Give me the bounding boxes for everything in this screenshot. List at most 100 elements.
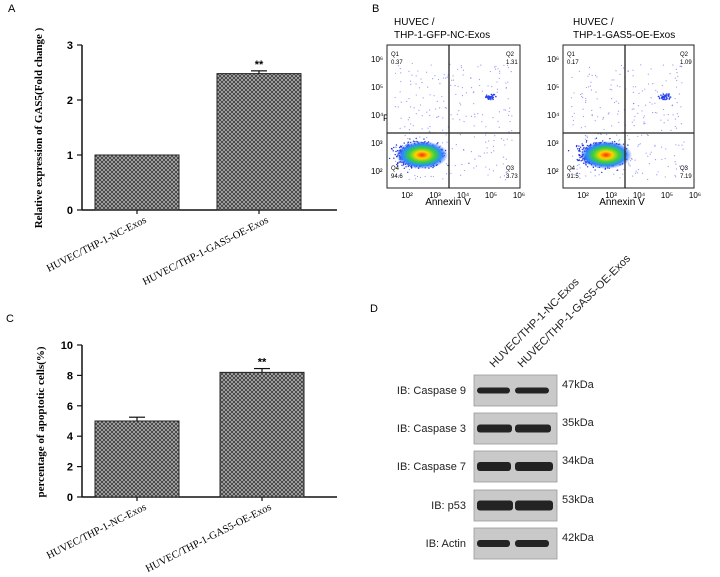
flow-event-dot (579, 167, 581, 169)
flow-event-dot (437, 142, 439, 144)
flow-event-dot (591, 114, 593, 117)
quadrant-name: Q2 (506, 52, 515, 58)
flow-event-dot (478, 155, 480, 157)
flow-event-dot (587, 86, 590, 88)
flow-event-dot (394, 153, 396, 156)
flow-event-dot (668, 98, 671, 100)
flow-event-dot (641, 172, 644, 174)
flow-event-dot (507, 98, 509, 100)
flow-event-dot (506, 138, 508, 140)
flow-event-dot (493, 66, 496, 68)
flow-event-dot (427, 86, 429, 88)
flow-event-dot (675, 168, 678, 170)
flow-event-dot (684, 166, 687, 168)
flow-event-dot (644, 122, 646, 125)
flow-event-dot (414, 178, 417, 180)
flow-event-dot (683, 141, 685, 143)
flow-event-dot (463, 121, 465, 123)
flow-event-dot (618, 102, 620, 104)
panel-letter-a: A (8, 3, 16, 15)
flow-event-dot (400, 80, 402, 83)
flow-event-dot (665, 80, 667, 82)
flow-event-dot (631, 108, 633, 110)
y-tick-label: 1 (67, 150, 73, 162)
flow-event-dot (459, 174, 462, 176)
flow-event-dot (675, 68, 677, 71)
flow-event-dot (595, 137, 598, 139)
flow-event-dot (484, 96, 487, 99)
flow-event-dot (412, 125, 414, 127)
quadrant-name: Q1 (391, 52, 400, 58)
flow-event-dot (680, 123, 683, 125)
flow-event-dot (665, 148, 667, 150)
flow-event-dot (676, 79, 678, 82)
blot-antibody-label: IB: Actin (426, 538, 466, 550)
flow-event-dot (597, 116, 599, 118)
flow-event-dot (416, 175, 419, 178)
quadrant-name: Q3 (680, 166, 689, 172)
flow-event-dot (664, 98, 666, 101)
flow-event-dot (510, 71, 512, 73)
flow-event-dot (437, 78, 440, 81)
flow-event-dot (609, 137, 611, 140)
bar (94, 420, 180, 498)
blot-molecular-weight: 47kDa (562, 379, 595, 391)
flow-event-dot (678, 93, 680, 95)
significance-marker: ** (258, 357, 267, 369)
flow-event-dot (505, 158, 507, 160)
blot-molecular-weight: 35kDa (562, 417, 595, 429)
flow-event-dot (645, 152, 647, 154)
flow-event-dot (485, 94, 488, 96)
flow-event-dot (578, 150, 581, 152)
flow-event-dot (393, 157, 395, 159)
flow-event-dot (680, 65, 682, 67)
flow-event-dot (421, 81, 423, 84)
flow-event-dot (661, 98, 664, 100)
flow-event-dot (606, 134, 608, 136)
blot-band (477, 424, 512, 433)
flow-event-dot (411, 74, 413, 76)
flow-event-dot (442, 178, 444, 180)
flow-event-dot (487, 174, 489, 176)
flow-event-dot (506, 64, 509, 67)
flow-event-dot (578, 164, 580, 166)
flow-event-dot (415, 75, 417, 77)
flow-event-dot (485, 134, 487, 136)
flow-event-dot (677, 75, 679, 78)
flow-event-dot (676, 113, 678, 115)
flow-event-dot (577, 150, 580, 152)
blot-band (515, 424, 551, 433)
flow-event-dot (487, 85, 489, 87)
flow-event-dot (397, 106, 399, 108)
flow-event-dot (638, 92, 640, 95)
x-tick-label: HUVEC/THP-1-NC-Exos (45, 502, 148, 562)
quadrant-percent: 1.31 (506, 60, 518, 66)
flow-event-dot (667, 165, 669, 168)
flow-event-dot (622, 173, 624, 175)
flow-event-dot (394, 96, 396, 99)
quadrant-name: Q4 (567, 166, 576, 172)
blot-lane-label-2: HUVEC/THP-1-GAS5-OE-Exos (516, 252, 634, 370)
blot-band (515, 540, 549, 547)
flow-event-dot (393, 146, 395, 149)
flow-event-dot (576, 158, 578, 161)
flow-event-dot (423, 138, 425, 140)
flow-event-dot (442, 129, 444, 131)
flow-event-dot (619, 73, 621, 76)
flow-event-dot (408, 70, 410, 72)
flow-event-dot (493, 150, 495, 152)
flow-event-dot (429, 94, 431, 96)
flow-event-dot (586, 136, 589, 138)
panel-letter-c: C (6, 313, 14, 325)
flow-event-dot (396, 144, 398, 147)
flow-event-dot (634, 172, 636, 174)
blot-band (477, 462, 511, 471)
panel-letter-b: B (372, 3, 379, 15)
flow-event-dot (456, 113, 458, 115)
flow-event-dot (428, 109, 431, 111)
flow-event-dot (636, 172, 638, 174)
flow-event-dot (610, 84, 612, 86)
flow-event-dot (415, 113, 417, 115)
flow-event-dot (415, 137, 417, 140)
flow-event-dot (477, 113, 479, 115)
